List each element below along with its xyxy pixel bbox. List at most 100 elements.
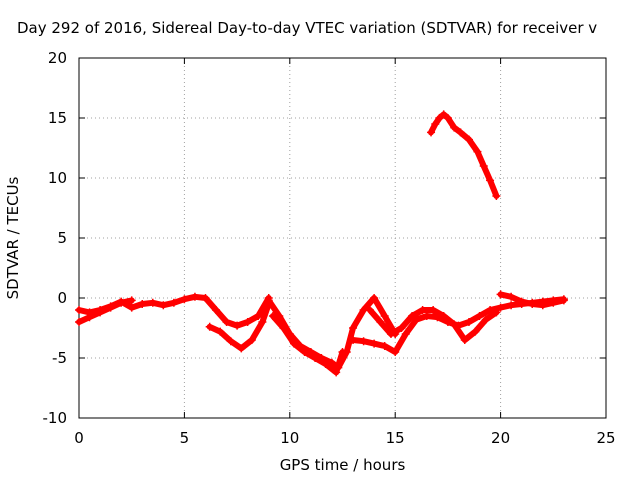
data-series [75, 110, 568, 377]
x-tick-label: 20 [491, 429, 510, 447]
data-point-marker [349, 324, 358, 332]
data-point-marker [106, 303, 115, 312]
data-point-marker [464, 135, 473, 144]
y-tick-label: 10 [48, 169, 67, 187]
y-tick-label: -10 [43, 409, 68, 427]
data-point-marker [464, 318, 473, 326]
data-point-marker [473, 147, 482, 156]
data-point-marker [138, 300, 147, 308]
data-point-marker [222, 318, 231, 326]
data-point-marker [370, 339, 379, 348]
y-tick-label: 20 [48, 49, 67, 67]
data-point-marker [264, 296, 273, 305]
data-point-marker [429, 306, 438, 314]
data-point-marker [226, 337, 235, 346]
data-point-marker [205, 322, 214, 331]
data-point-marker [486, 176, 495, 185]
data-point-marker [496, 303, 505, 312]
data-point-marker [332, 368, 341, 377]
x-tick-label: 5 [180, 429, 190, 447]
data-point-marker [422, 312, 431, 320]
data-point-marker [180, 295, 189, 304]
data-point-marker [243, 318, 252, 326]
data-point-marker [538, 301, 547, 310]
data-point-marker [75, 306, 83, 314]
axis-ticks [78, 57, 607, 419]
data-point-marker [370, 294, 379, 302]
data-point-marker [127, 296, 136, 305]
series-trace [428, 111, 500, 199]
data-point-marker [450, 123, 459, 132]
data-point-marker [148, 298, 157, 307]
series-trace [269, 313, 346, 376]
data-point-marker [481, 315, 490, 324]
data-point-marker [549, 298, 558, 307]
data-point-marker [439, 312, 448, 320]
y-tick-label: -5 [52, 349, 67, 367]
data-point-marker [311, 354, 320, 362]
data-point-marker [349, 336, 358, 344]
data-point-marker [492, 308, 501, 317]
data-point-marker [169, 298, 178, 307]
data-point-marker [528, 300, 537, 308]
data-point-marker [268, 312, 277, 320]
data-point-marker [496, 290, 505, 299]
data-point-marker [439, 110, 448, 119]
series-2 [205, 300, 273, 353]
data-point-marker [408, 312, 417, 320]
data-point-marker [486, 306, 495, 314]
x-tick-label: 15 [386, 429, 405, 447]
data-point-marker [96, 308, 105, 317]
data-point-marker [517, 297, 526, 306]
data-point-marker [460, 336, 469, 344]
data-point-marker [237, 344, 246, 353]
data-point-marker [443, 114, 452, 122]
data-point-marker [190, 292, 199, 301]
y-tick-label: 5 [57, 229, 67, 247]
data-point-marker [321, 360, 330, 368]
data-point-marker [380, 342, 389, 350]
data-point-marker [290, 339, 299, 348]
y-tick-label: 0 [57, 289, 67, 307]
data-point-marker [492, 192, 501, 200]
data-point-marker [359, 337, 368, 346]
data-point-marker [401, 330, 410, 338]
y-axis-tick-labels: -10 -5 0 5 10 15 20 [43, 49, 68, 427]
data-point-marker [233, 321, 242, 330]
grid-lines [79, 58, 606, 418]
data-point-marker [85, 313, 94, 322]
data-point-marker [279, 324, 288, 332]
data-point-marker [380, 312, 389, 320]
data-point-marker [397, 324, 406, 332]
data-point-marker [376, 318, 385, 326]
data-point-marker [450, 320, 459, 329]
data-point-marker [418, 306, 427, 314]
x-tick-label: 25 [596, 429, 615, 447]
data-point-marker [258, 318, 267, 326]
x-axis-title: GPS time / hours [280, 456, 406, 474]
data-point-marker [212, 306, 221, 314]
data-point-marker [471, 327, 480, 336]
data-point-marker [127, 303, 136, 312]
data-point-marker [559, 296, 568, 305]
series-8 [427, 110, 501, 200]
series-7 [496, 290, 568, 310]
data-point-marker [431, 120, 440, 128]
data-point-marker [159, 301, 168, 310]
data-point-marker [75, 318, 83, 326]
data-point-marker [386, 330, 395, 338]
x-tick-label: 0 [74, 429, 84, 447]
data-point-marker [507, 301, 516, 310]
data-point-marker [247, 336, 256, 344]
y-axis-title: SDTVAR / TECUs [4, 176, 22, 299]
data-point-marker [427, 128, 436, 137]
data-point-marker [479, 162, 488, 170]
series-4 [268, 312, 347, 377]
data-point-marker [456, 128, 465, 137]
series-6 [365, 306, 501, 344]
series-1 [75, 296, 136, 326]
data-point-marker [435, 114, 444, 122]
y-tick-label: 15 [48, 109, 67, 127]
data-point-marker [300, 348, 309, 356]
